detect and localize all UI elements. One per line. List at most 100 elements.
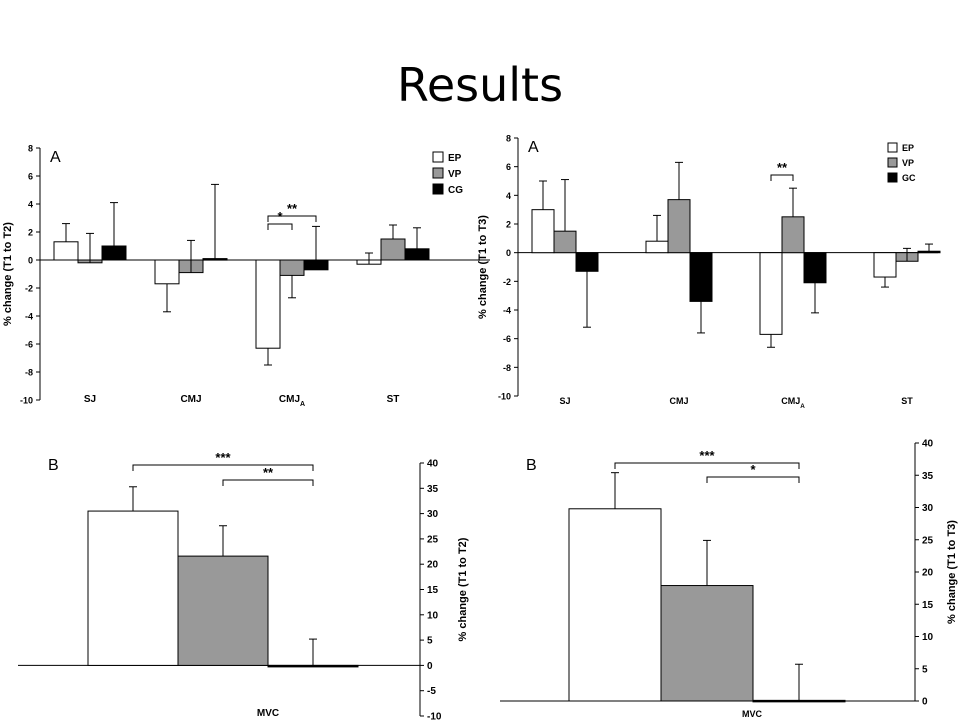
significance-label: ** [287, 201, 298, 216]
bar [759, 252, 783, 335]
x-tick-label: SJ [559, 396, 570, 406]
bar [53, 241, 79, 261]
y-tick-label: 2 [506, 220, 511, 230]
bar [531, 209, 555, 254]
y-tick-label: 0 [922, 697, 928, 708]
bar [279, 259, 305, 276]
y-axis-label: % change (T1 to T2) [457, 537, 469, 641]
y-tick-label: 8 [28, 144, 33, 154]
bar [660, 585, 754, 702]
y-tick-label: -4 [25, 312, 33, 322]
y-tick-label: 15 [427, 585, 439, 596]
legend-label: VP [448, 169, 462, 180]
significance-label: *** [699, 448, 715, 463]
slide-title: Results [396, 58, 564, 112]
significance-label: * [750, 462, 756, 477]
y-tick-label: 30 [427, 509, 439, 520]
legend-swatch [887, 172, 898, 183]
bar [255, 259, 281, 349]
x-tick-label: CMJA [781, 396, 805, 410]
y-tick-label: 40 [922, 439, 934, 450]
x-tick-label: CMJ [669, 396, 688, 406]
y-tick-label: -2 [503, 277, 511, 287]
bar [202, 258, 228, 261]
significance-bracket [267, 215, 317, 222]
y-tick-label: -5 [427, 686, 436, 697]
bar [154, 259, 180, 285]
y-tick-label: -10 [498, 392, 511, 402]
legend-swatch [887, 157, 898, 168]
x-tick-label: ST [901, 396, 913, 406]
significance-bracket [770, 174, 794, 181]
panel-label: A [528, 139, 539, 156]
significance-bracket [267, 223, 293, 230]
significance-label: ** [263, 465, 274, 480]
y-tick-label: -6 [503, 334, 511, 344]
legend-swatch [432, 167, 444, 179]
bar [568, 508, 662, 702]
y-tick-label: 20 [922, 568, 934, 579]
bar [803, 252, 827, 284]
bar [87, 510, 179, 666]
y-tick-label: 35 [922, 471, 934, 482]
chart-1: -10 -8 -6 -4 -2 0 2 4 6 8 % change (T1 to T2) A SJ CM… [2, 144, 490, 408]
y-tick-label: -6 [25, 340, 33, 350]
y-tick-label: 0 [28, 256, 33, 266]
y-tick-label: 15 [922, 600, 934, 611]
y-tick-label: 10 [922, 632, 934, 643]
x-tick-label: ST [387, 394, 400, 405]
y-tick-label: 40 [427, 459, 439, 470]
bar [873, 252, 897, 278]
significance-bracket [132, 464, 314, 471]
y-tick-label: 0 [506, 248, 511, 258]
x-tick-label: SJ [84, 394, 96, 405]
legend-label: CG [448, 185, 463, 196]
y-tick-label: 4 [506, 191, 511, 201]
legend-swatch [432, 151, 444, 163]
significance-bracket [614, 462, 800, 469]
y-tick-label: 5 [427, 636, 433, 647]
legend-label: EP [902, 143, 914, 153]
significance-label: *** [215, 450, 231, 465]
y-tick-label: -10 [427, 712, 442, 720]
bar [917, 250, 941, 254]
y-tick-label: 0 [427, 661, 433, 672]
y-tick-label: 10 [427, 610, 439, 621]
bar [101, 245, 127, 261]
y-axis-label: % change (T1 to T3) [477, 215, 489, 319]
bar [404, 248, 430, 261]
y-tick-label: 2 [28, 228, 33, 238]
bar [667, 199, 691, 254]
y-tick-label: -10 [20, 396, 33, 406]
y-tick-label: 8 [506, 134, 511, 144]
y-axis-label: % change (T1 to T3) [946, 520, 958, 624]
x-tick-label: CMJA [279, 394, 305, 408]
significance-label: ** [777, 160, 788, 175]
y-tick-label: -8 [503, 363, 511, 373]
legend-label: VP [902, 158, 914, 168]
bar [177, 555, 269, 666]
legend-label: EP [448, 153, 462, 164]
y-tick-label: -4 [503, 306, 511, 316]
y-tick-label: 35 [427, 484, 439, 495]
bar [781, 216, 805, 254]
y-tick-label: -2 [25, 284, 33, 294]
bar [645, 240, 669, 254]
y-tick-label: 25 [427, 534, 439, 545]
y-tick-label: 25 [922, 535, 934, 546]
bar [575, 252, 599, 272]
y-tick-label: 5 [922, 664, 928, 675]
significance-bracket [222, 479, 314, 486]
legend-swatch [887, 142, 898, 153]
bar [380, 238, 406, 261]
y-axis-label: % change (T1 to T2) [2, 222, 14, 326]
y-tick-label: 6 [506, 162, 511, 172]
legend-swatch [432, 183, 444, 195]
y-tick-label: 20 [427, 560, 439, 571]
y-tick-label: 4 [28, 200, 33, 210]
panel-label: A [50, 149, 61, 166]
chart-2: -10 -8 -6 -4 -2 0 2 4 6 8 % change (T1 to T3) A SJ CM… [477, 134, 941, 410]
bar [553, 230, 577, 254]
x-tick-label: MVC [742, 709, 763, 719]
